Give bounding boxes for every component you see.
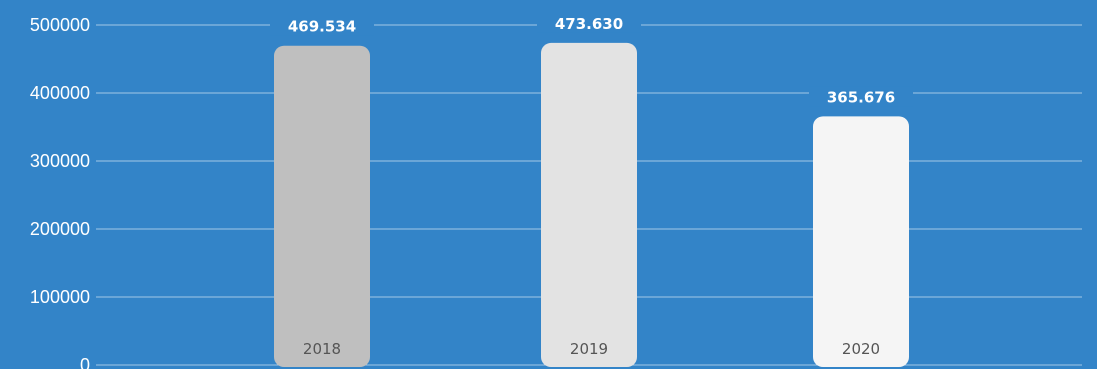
category-label-2018: 2018 [303, 340, 341, 358]
y-tick-label: 500000 [30, 15, 90, 35]
value-label-background [537, 12, 641, 33]
y-tick-label: 200000 [30, 219, 90, 239]
bar-2019 [541, 42, 637, 367]
category-label-2019: 2019 [570, 340, 608, 358]
value-label-2018: 469.534 [288, 18, 356, 36]
y-tick-label: 0 [80, 355, 90, 369]
y-axis: 0 100000 200000 300000 400000 500000 [30, 15, 90, 369]
y-tick-label: 100000 [30, 287, 90, 307]
bar-2020 [813, 116, 909, 367]
category-label-2020: 2020 [842, 340, 880, 358]
labels: 469.534 2018 473.630 2019 365.676 2020 [270, 12, 913, 358]
value-label-background [270, 15, 374, 36]
y-tick-label: 400000 [30, 83, 90, 103]
value-label-background [809, 86, 913, 107]
y-tick-label: 300000 [30, 151, 90, 171]
bars [274, 42, 909, 367]
value-label-2020: 365.676 [827, 88, 895, 106]
value-label-2019: 473.630 [555, 15, 623, 33]
bar-2018 [274, 45, 370, 367]
